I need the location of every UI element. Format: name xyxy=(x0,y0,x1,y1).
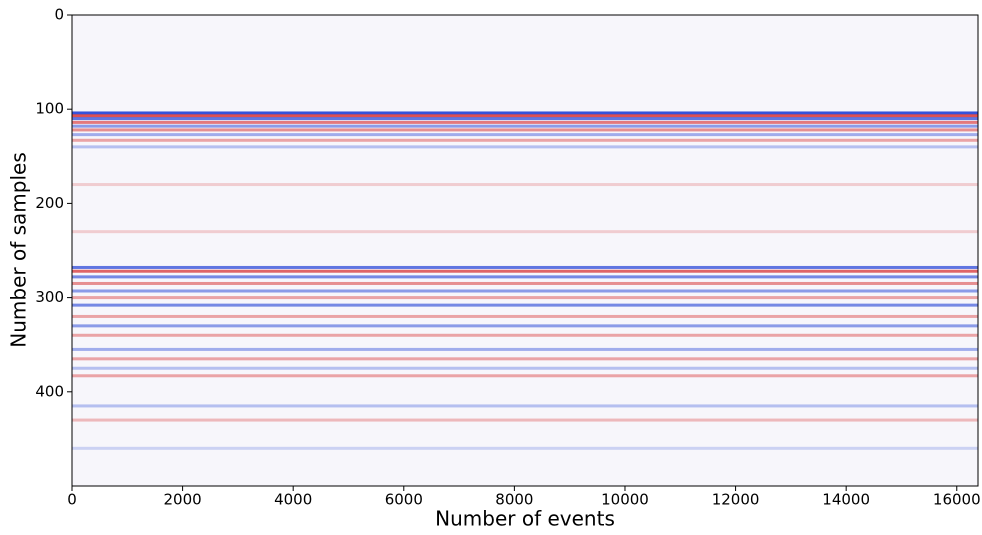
reflector-band xyxy=(72,114,978,118)
reflector-band xyxy=(72,111,978,115)
x-tick-label: 16000 xyxy=(933,491,981,509)
reflector-band xyxy=(72,183,978,187)
y-tick-label: 300 xyxy=(35,288,64,306)
y-tick-label: 100 xyxy=(35,100,64,118)
reflector-band xyxy=(72,404,978,408)
axes-frame xyxy=(71,14,979,487)
reflector-band xyxy=(72,128,978,132)
x-tick-label: 6000 xyxy=(385,491,423,509)
x-tick-label: 2000 xyxy=(164,491,202,509)
reflector-band xyxy=(72,265,978,269)
image-background xyxy=(72,15,978,486)
y-tick-label: 0 xyxy=(54,6,64,24)
reflector-band xyxy=(72,275,978,279)
reflector-band xyxy=(72,374,978,378)
reflector-band xyxy=(72,281,978,285)
x-tick-label: 8000 xyxy=(495,491,533,509)
reflector-band xyxy=(72,145,978,149)
x-axis-label: Number of events xyxy=(435,507,615,531)
x-tick-label: 12000 xyxy=(712,491,760,509)
y-tick-label: 200 xyxy=(35,194,64,212)
reflector-band xyxy=(72,289,978,293)
reflector-band xyxy=(72,230,978,234)
reflector-band xyxy=(72,446,978,450)
y-axis-label: Number of samples xyxy=(7,152,31,347)
x-tick-label: 10000 xyxy=(601,491,649,509)
reflector-band xyxy=(72,357,978,361)
image xyxy=(72,111,978,450)
reflector-band xyxy=(72,347,978,351)
reflector-band xyxy=(72,296,978,300)
reflector-band xyxy=(72,117,978,121)
x-tick-label: 4000 xyxy=(274,491,312,509)
reflector-band xyxy=(72,324,978,328)
reflector-band xyxy=(72,120,978,124)
reflector-band xyxy=(72,314,978,318)
reflector-band xyxy=(72,124,978,128)
reflector-band xyxy=(72,303,978,307)
x-tick-label: 14000 xyxy=(822,491,870,509)
reflector-band xyxy=(72,269,978,273)
y-tick-label: 400 xyxy=(35,382,64,400)
reflector-band xyxy=(72,133,978,137)
reflector-band xyxy=(72,418,978,422)
reflector-band xyxy=(72,138,978,142)
reflector-band xyxy=(72,366,978,370)
reflector-band xyxy=(72,333,978,337)
x-tick-label: 0 xyxy=(67,491,77,509)
